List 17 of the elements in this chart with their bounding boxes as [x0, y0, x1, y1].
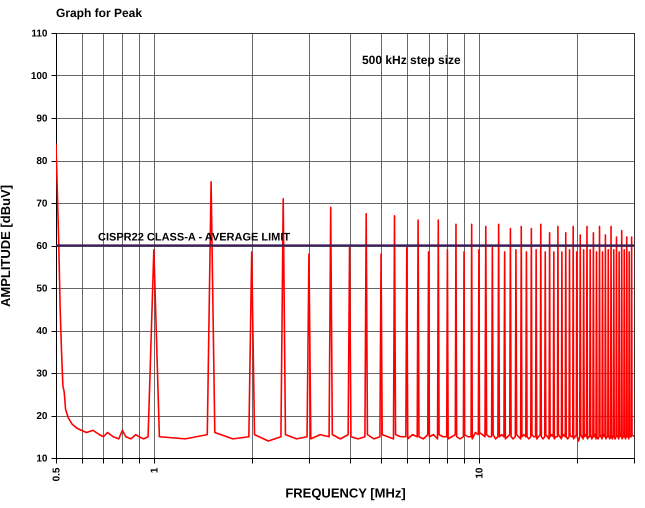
- y-tick-label: 30: [36, 368, 48, 380]
- y-tick-label: 40: [36, 326, 48, 337]
- chart-title: Graph for Peak: [56, 6, 142, 20]
- y-tick-label: 80: [36, 156, 48, 167]
- y-tick-label: 20: [36, 411, 48, 422]
- y-tick-label: 90: [36, 114, 48, 124]
- y-tick-label: 70: [36, 198, 48, 210]
- y-axis-title: AMPLITUDE [dBuV]: [0, 184, 13, 308]
- y-tick-label: 60: [36, 241, 48, 252]
- y-tick-label: 110: [31, 28, 48, 40]
- y-tick-label: 100: [30, 71, 48, 82]
- y-tick-label: 50: [36, 284, 48, 294]
- x-axis-title: FREQUENCY [MHz]: [285, 485, 406, 500]
- x-tick-label: 1: [149, 467, 160, 474]
- x-tick-label: 0.5: [52, 467, 62, 482]
- y-tick-label: 10: [36, 454, 48, 464]
- x-tick-label: 10: [474, 467, 486, 479]
